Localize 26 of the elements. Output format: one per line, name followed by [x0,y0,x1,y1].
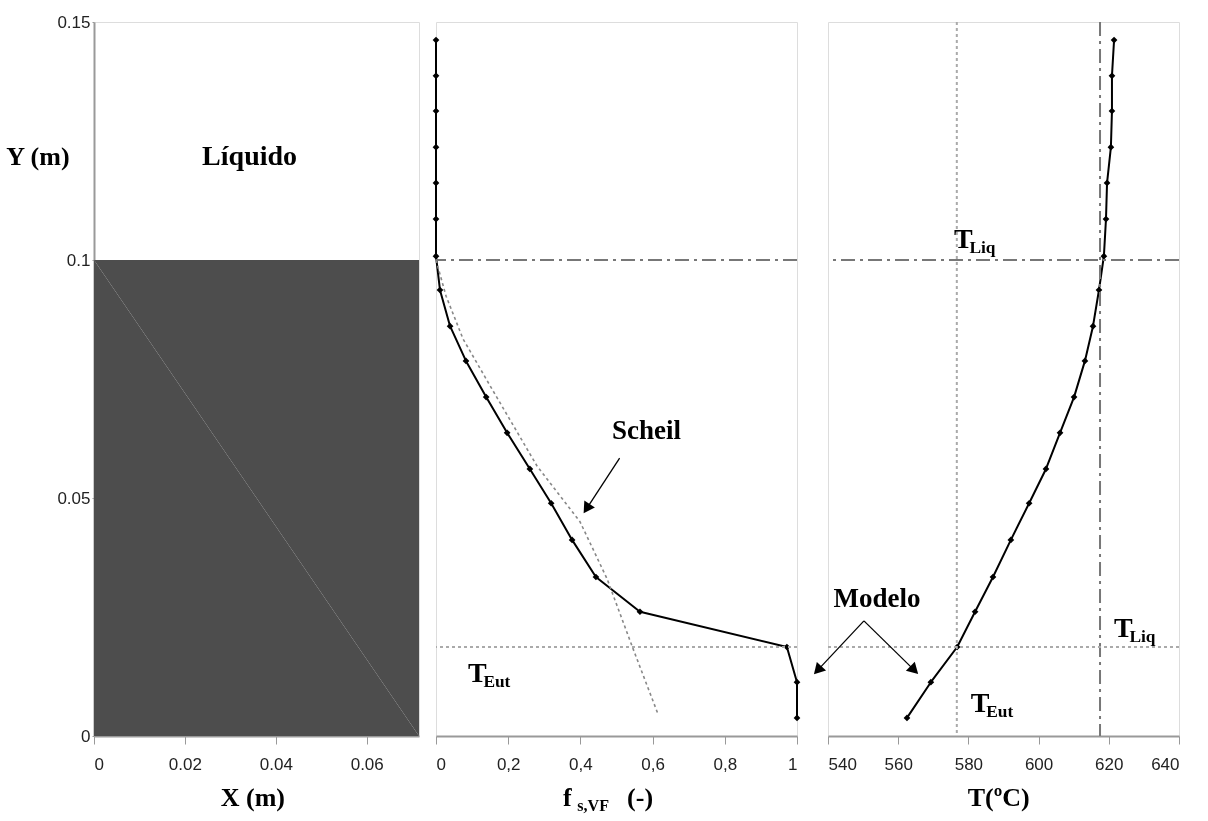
x-tick-label: 0 [436,754,446,774]
x-tick-label: 0.04 [259,754,293,774]
x-tick-label: 0.06 [350,754,384,774]
y-tick-label: 0.1 [66,250,91,270]
x-tick-label: 0,4 [569,754,593,774]
x-tick-label: 560 [884,754,913,774]
y-tick-label: 0.05 [57,488,91,508]
x-tick-label: 0,8 [713,754,738,774]
x-tick-label: 1 [788,754,798,774]
x-axis-title: X (m) [220,783,286,812]
y-axis-title: Y (m) [6,142,70,171]
x-tick-label: 540 [828,754,857,774]
x-tick-label: 620 [1095,754,1124,774]
x-tick-label: 0,6 [641,754,665,774]
x-tick-label: 640 [1151,754,1180,774]
y-tick-label: 0 [81,726,91,746]
y-tick-label: 0.15 [57,12,91,32]
annotation: Modelo [833,582,921,613]
x-axis-title: T(ºC) [967,783,1030,812]
x-tick-label: 0 [94,754,104,774]
x-tick-label: 0,2 [496,754,521,774]
x-tick-label: 0.02 [168,754,202,774]
x-tick-label: 600 [1024,754,1054,774]
annotation: Scheil [612,415,682,446]
x-tick-label: 580 [954,754,984,774]
annotation: Líquido [202,140,298,171]
